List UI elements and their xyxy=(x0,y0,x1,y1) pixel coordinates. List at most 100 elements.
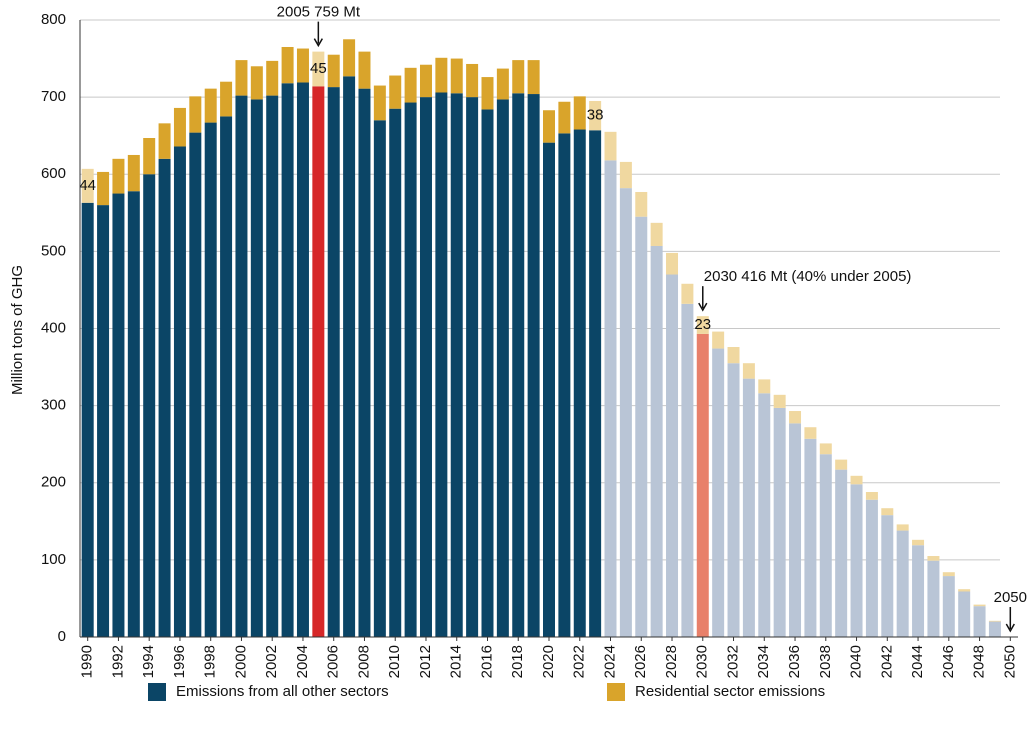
x-tick-label: 2004 xyxy=(294,645,311,678)
legend-swatch xyxy=(607,683,625,701)
x-tick-label: 1992 xyxy=(109,645,126,678)
bar-segment xyxy=(958,589,971,592)
bar-segment xyxy=(942,572,955,577)
bar-segment xyxy=(343,39,356,77)
bar-segment xyxy=(543,110,555,143)
data-label: 23 xyxy=(694,316,711,333)
bar-segment xyxy=(358,51,371,89)
bar-segment xyxy=(143,138,156,175)
x-tick-label: 2048 xyxy=(971,645,988,678)
bar-segment xyxy=(573,96,586,130)
bar-segment xyxy=(527,94,540,638)
bar-segment xyxy=(189,96,202,133)
x-tick-label: 2050 xyxy=(1001,645,1018,678)
bar-segment xyxy=(204,122,217,638)
bar-segment xyxy=(912,539,925,546)
bar-segment xyxy=(773,407,786,637)
bar-segment xyxy=(250,99,263,638)
bar-segment xyxy=(112,158,125,194)
bar-segment xyxy=(419,97,432,637)
bar-segment xyxy=(850,484,863,637)
x-tick-label: 2018 xyxy=(509,645,526,678)
bar-segment xyxy=(681,303,694,637)
x-tick-label: 1994 xyxy=(140,645,157,678)
bar-segment xyxy=(281,46,294,84)
data-label: 38 xyxy=(587,107,604,124)
bar-segment xyxy=(373,120,386,637)
data-label: 44 xyxy=(79,177,96,194)
bar-segment xyxy=(527,60,540,95)
bar-segment xyxy=(419,64,432,98)
legend-label: Emissions from all other sectors xyxy=(176,683,389,700)
bar-segment xyxy=(404,67,417,103)
x-tick-label: 1996 xyxy=(171,645,188,678)
bar-segment xyxy=(481,77,494,110)
bar-segment xyxy=(619,188,632,637)
y-tick-label: 200 xyxy=(41,474,66,491)
x-tick-label: 2030 xyxy=(694,645,711,678)
x-tick-label: 2020 xyxy=(540,645,557,678)
bar-segment xyxy=(512,60,525,94)
bar-segment xyxy=(927,560,940,637)
x-tick-label: 2016 xyxy=(478,645,495,678)
bar-segment xyxy=(220,116,233,637)
y-tick-label: 300 xyxy=(41,397,66,414)
bar-segment xyxy=(881,515,894,637)
bar-segment xyxy=(865,492,878,500)
bar-segment xyxy=(696,333,709,637)
bar-segment xyxy=(496,99,509,638)
y-tick-label: 0 xyxy=(58,628,66,645)
x-tick-label: 2006 xyxy=(325,645,342,678)
bar-segment xyxy=(127,191,140,637)
x-tick-label: 2026 xyxy=(632,645,649,678)
bar-segment xyxy=(804,438,817,637)
bar-segment xyxy=(312,51,325,87)
bar-segment xyxy=(543,142,555,637)
y-axis-label: Million tons of GHG xyxy=(9,265,26,395)
bar-segment xyxy=(635,216,648,637)
bar-segment xyxy=(988,620,1001,622)
bar-segment xyxy=(112,193,125,637)
x-tick-label: 2008 xyxy=(355,645,372,678)
legend-swatch xyxy=(148,683,166,701)
y-tick-label: 500 xyxy=(41,242,66,259)
bar-segment xyxy=(189,132,202,638)
bar-segment xyxy=(296,82,309,637)
bar-segment xyxy=(865,499,878,637)
bar-segment xyxy=(666,274,679,637)
bar-segment xyxy=(81,202,94,637)
bar-segment xyxy=(327,87,340,637)
bar-segment xyxy=(481,109,494,638)
bar-segment xyxy=(158,123,171,159)
x-tick-label: 2034 xyxy=(755,645,772,678)
bar-segment xyxy=(127,154,140,192)
annotation: 2050 xyxy=(994,589,1027,606)
bar-segment xyxy=(143,174,156,637)
x-tick-label: 2022 xyxy=(571,645,588,678)
bar-segment xyxy=(912,545,925,637)
x-tick-label: 2028 xyxy=(663,645,680,678)
bar-segment xyxy=(435,57,448,93)
bar-segment xyxy=(604,131,617,161)
bar-segment xyxy=(450,58,463,94)
bar-segment xyxy=(466,63,479,98)
bar-segment xyxy=(650,222,663,246)
bar-segment xyxy=(758,393,771,637)
y-tick-label: 700 xyxy=(41,88,66,105)
x-tick-label: 2032 xyxy=(724,645,741,678)
annotation-arrowhead xyxy=(698,302,708,312)
bar-segment xyxy=(988,621,1001,637)
bar-segment xyxy=(296,48,309,83)
bar-segment xyxy=(97,171,110,206)
bar-segment xyxy=(281,83,294,638)
bar-segment xyxy=(789,411,802,424)
bar-segment xyxy=(819,443,832,455)
bar-segment xyxy=(435,92,448,637)
bar-segment xyxy=(958,591,971,637)
x-tick-label: 1998 xyxy=(202,645,219,678)
bar-segment xyxy=(896,524,909,531)
bar-segment xyxy=(773,394,786,408)
bar-segment xyxy=(589,100,602,131)
bar-segment xyxy=(881,508,894,516)
